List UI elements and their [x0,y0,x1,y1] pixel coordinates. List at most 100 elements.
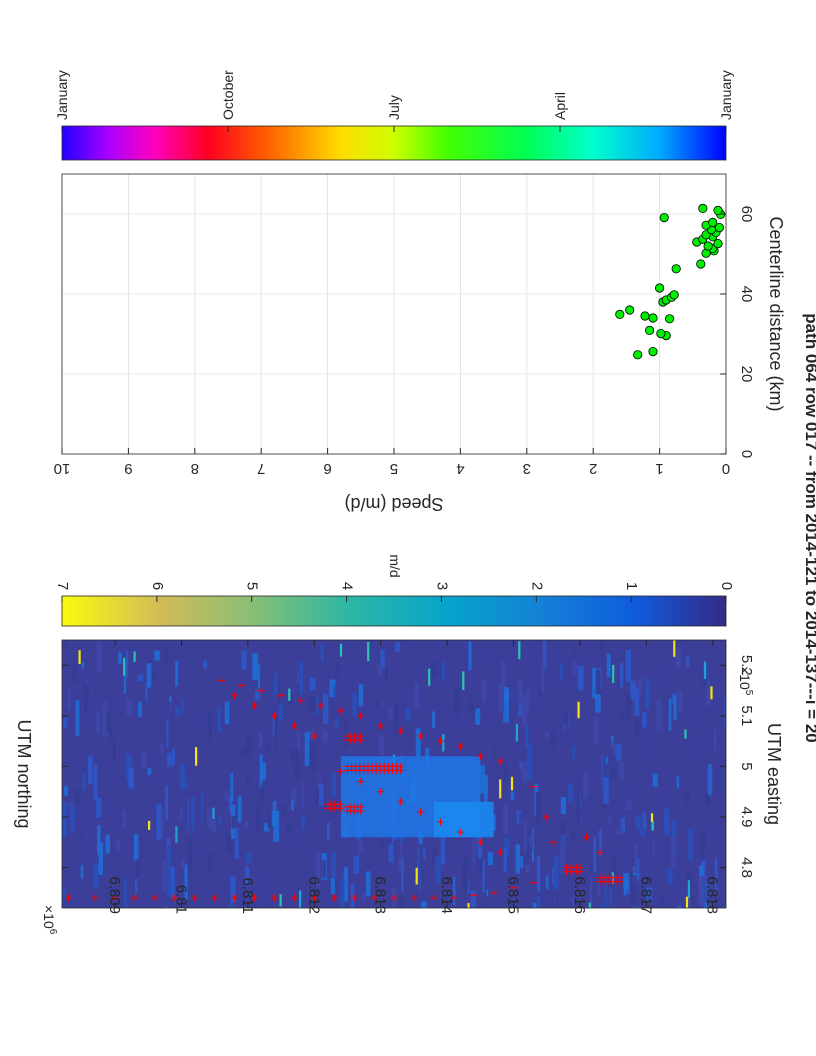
velocity-streak [170,866,175,898]
velocity-streak [610,767,616,778]
velocity-streak [700,830,706,861]
velocity-streak [526,686,530,712]
velocity-streak [642,712,647,732]
velocity-streak [288,695,293,704]
velocity-streak [532,827,535,854]
velocity-streak [527,744,532,779]
northing-tick-label: 6.811 [239,878,256,914]
velocity-streak [509,698,514,731]
velocity-streak [88,755,93,762]
velocity-streak [510,791,515,800]
velocity-streak [63,786,68,796]
velocity-streak [207,808,212,829]
marker-plus [357,778,365,786]
velocity-streak [241,747,247,755]
velocity-streak [309,696,315,712]
velocity-streak [704,877,710,908]
colorbar-tick-label: 6 [149,582,166,590]
velocity-outlier [195,747,198,766]
marker-plus [357,807,365,815]
velocity-streak [609,889,612,908]
velocity-streak [627,784,630,801]
velocity-streak [264,822,270,832]
velocity-streak [611,856,617,875]
velocity-streak [723,699,726,725]
velocity-streak [599,640,605,659]
velocity-streak [268,686,274,714]
marker-plus [297,697,305,705]
velocity-streak [84,686,90,715]
map-frame [61,639,727,909]
velocity-streak [350,883,355,908]
velocity-streak [667,675,672,683]
velocity-streak [281,681,286,700]
scatter-point [648,313,658,323]
velocity-streak [93,862,99,888]
velocity-streak [291,748,294,761]
velocity-streak [398,842,402,872]
velocity-streak [380,649,385,669]
velocity-outlier [651,820,654,831]
velocity-streak [520,856,523,869]
velocity-streak [102,701,108,737]
velocity-streak [245,853,252,863]
velocity-outlier [577,701,580,719]
marker-plus [377,788,385,796]
velocity-streak [388,843,394,863]
velocity-streak [589,875,593,906]
marker-plus [251,894,259,902]
figure-title: path 064 row 017 -- from 2014-121 to 201… [802,313,816,742]
velocity-streak [217,706,221,733]
marker-plus [231,692,239,700]
velocity-streak [330,877,335,895]
velocity-streak [698,737,702,759]
velocity-streak [91,689,96,717]
marker-plus [397,727,405,735]
velocity-streak [688,829,694,860]
velocity-streak [344,721,348,749]
velocity-streak [256,803,259,833]
velocity-streak [159,743,164,758]
velocity-streak [186,797,190,831]
marker-plus [270,894,278,902]
marker-plus [191,894,199,902]
velocity-streak [526,830,529,860]
velocity-streak [148,824,155,832]
velocity-outlier [212,807,215,819]
velocity-streak [567,713,570,728]
velocity-outlier [133,651,136,662]
velocity-streak [699,875,705,907]
velocity-streak [642,812,647,829]
velocity-streak [540,878,545,905]
velocity-streak [86,702,91,731]
velocity-streak [503,803,508,834]
velocity-streak [255,906,258,908]
northing-tick-label: 6.813 [372,876,389,914]
velocity-streak [323,695,329,724]
velocity-streak [516,810,522,824]
velocity-streak [626,800,633,811]
map-northing-ticks: 6.809 6.81 6.811 6.812 6.813 6.814 6.815 6.816 6… [106,640,721,914]
velocity-outlier [673,640,676,657]
velocity-streak [198,654,203,663]
velocity-streak [138,701,142,717]
velocity-streak [366,871,371,897]
velocity-streak [486,889,489,897]
velocity-streak [675,848,681,868]
velocity-streak [118,652,122,664]
velocity-outlier [710,686,713,700]
velocity-streak [525,722,529,748]
velocity-streak [476,842,479,874]
velocity-streak [698,696,704,731]
velocity-streak [322,730,328,743]
colorbar-tick-label: 0 [718,582,735,590]
marker-plus [490,889,498,897]
velocity-streak [640,828,646,837]
velocity-streak [646,887,653,903]
velocity-streak [677,906,682,908]
velocity-streak [179,807,183,820]
velocity-streak [141,751,148,768]
velocity-streak [522,882,526,898]
velocity-streak [141,768,147,786]
velocity-streak [462,858,468,893]
